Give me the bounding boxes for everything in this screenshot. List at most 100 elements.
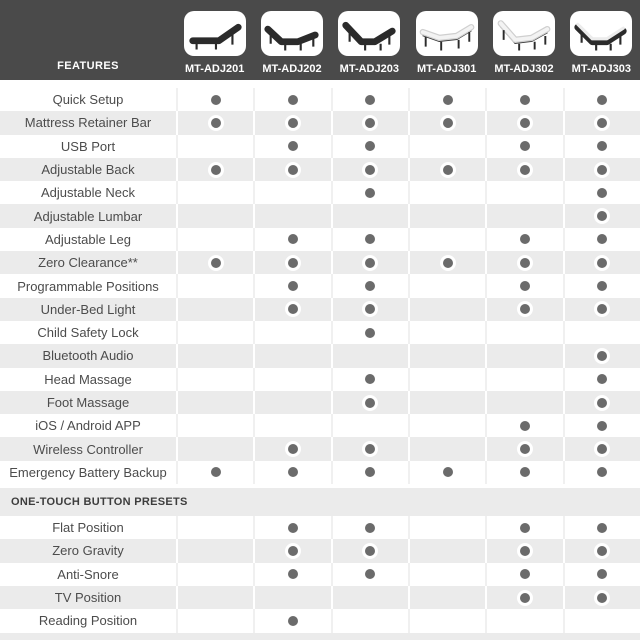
- feature-cell: [408, 516, 485, 540]
- included-dot: [365, 164, 376, 175]
- product-name-label: MT-ADJ303: [571, 63, 631, 75]
- included-dot: [365, 94, 376, 105]
- feature-cell: [253, 88, 330, 112]
- feature-cell: [330, 111, 408, 135]
- included-dot: [519, 141, 530, 152]
- table-row: Reading Position: [0, 609, 640, 633]
- feature-cell: [176, 181, 253, 205]
- included-dot: [210, 164, 221, 175]
- product-name-label: MT-ADJ302: [494, 63, 554, 75]
- feature-cell: [485, 562, 562, 586]
- feature-label: Adjustable Leg: [44, 231, 131, 247]
- feature-label: Zero Clearance**: [38, 255, 138, 271]
- feature-cell: [253, 204, 330, 228]
- features-header-label: FEATURES: [57, 60, 119, 72]
- included-dot: [519, 522, 530, 533]
- included-dot: [287, 615, 298, 626]
- product-thumbnail[interactable]: [183, 11, 246, 56]
- included-dot: [597, 545, 608, 556]
- feature-cell: [330, 320, 408, 345]
- feature-cell: [330, 344, 408, 368]
- product-thumbnail[interactable]: [415, 11, 478, 56]
- included-dot: [519, 117, 530, 128]
- feature-cell: [176, 134, 253, 158]
- included-dot: [519, 257, 530, 268]
- included-dot: [597, 350, 608, 361]
- feature-cell: [253, 181, 330, 205]
- included-dot: [287, 467, 298, 478]
- feature-cell: [562, 157, 640, 182]
- feature-cell: [562, 227, 640, 252]
- product-name-label: MT-ADJ201: [185, 63, 245, 75]
- section-spacer: [0, 484, 640, 489]
- feature-cell: [176, 460, 253, 485]
- feature-cell: [253, 562, 330, 586]
- feature-cell: [562, 437, 640, 461]
- feature-label: TV Position: [54, 590, 122, 606]
- feature-cell: [330, 539, 408, 563]
- included-dot: [597, 444, 608, 455]
- feature-cell: [408, 297, 485, 321]
- product-thumbnail[interactable]: [570, 11, 633, 56]
- feature-cell: [253, 609, 330, 633]
- feature-cell: [408, 204, 485, 228]
- feature-cell: [408, 367, 485, 391]
- feature-cell: [485, 297, 562, 321]
- included-dot: [365, 257, 376, 268]
- feature-cell: [330, 390, 408, 415]
- included-dot: [365, 187, 376, 198]
- feature-cell: [485, 585, 562, 610]
- feature-cell: [485, 320, 562, 345]
- feature-cell: [253, 344, 330, 368]
- product-thumbnail[interactable]: [338, 11, 401, 56]
- product-column-mt-adj201: MT-ADJ201: [176, 0, 253, 80]
- included-dot: [365, 281, 376, 292]
- included-dot: [287, 141, 298, 152]
- included-dot: [519, 304, 530, 315]
- feature-cell: [562, 414, 640, 438]
- feature-cell: [408, 344, 485, 368]
- feature-cell: [330, 134, 408, 158]
- feature-cell: [176, 111, 253, 135]
- feature-cell: [330, 297, 408, 321]
- feature-cell: [330, 88, 408, 112]
- feature-cell: [408, 460, 485, 485]
- included-dot: [597, 164, 608, 175]
- bed-icon: [342, 21, 396, 50]
- included-dot: [365, 569, 376, 580]
- feature-label: Wireless Controller: [33, 441, 143, 457]
- feature-cell: [330, 414, 408, 438]
- product-column-mt-adj202: MT-ADJ202: [253, 0, 330, 80]
- feature-label: iOS / Android APP: [35, 418, 141, 434]
- feature-cell: [408, 609, 485, 633]
- feature-cell: [562, 88, 640, 112]
- feature-cell: [485, 390, 562, 415]
- table-row: TV Position: [0, 585, 640, 610]
- feature-cell: [176, 414, 253, 438]
- feature-cell: [176, 320, 253, 345]
- chart-header: FEATURES MT-ADJ201 MT-ADJ202 MT-ADJ203 MT-A…: [0, 0, 640, 80]
- included-dot: [519, 94, 530, 105]
- feature-cell: [253, 460, 330, 485]
- included-dot: [597, 467, 608, 478]
- included-dot: [442, 257, 453, 268]
- table-row: Child Safety Lock: [0, 320, 640, 345]
- feature-cell: [253, 390, 330, 415]
- included-dot: [597, 304, 608, 315]
- feature-cell: [330, 437, 408, 461]
- feature-cell: [253, 320, 330, 345]
- table-row: Quick Setup: [0, 88, 640, 112]
- included-dot: [597, 141, 608, 152]
- feature-cell: [176, 297, 253, 321]
- feature-cell: [485, 516, 562, 540]
- feature-cell: [562, 460, 640, 485]
- feature-cell: [253, 539, 330, 563]
- feature-cell: [485, 251, 562, 275]
- feature-cell: [408, 562, 485, 586]
- product-thumbnail[interactable]: [492, 11, 555, 56]
- product-thumbnail[interactable]: [260, 11, 323, 56]
- feature-cell: [485, 111, 562, 135]
- feature-cell: [485, 204, 562, 228]
- included-dot: [597, 187, 608, 198]
